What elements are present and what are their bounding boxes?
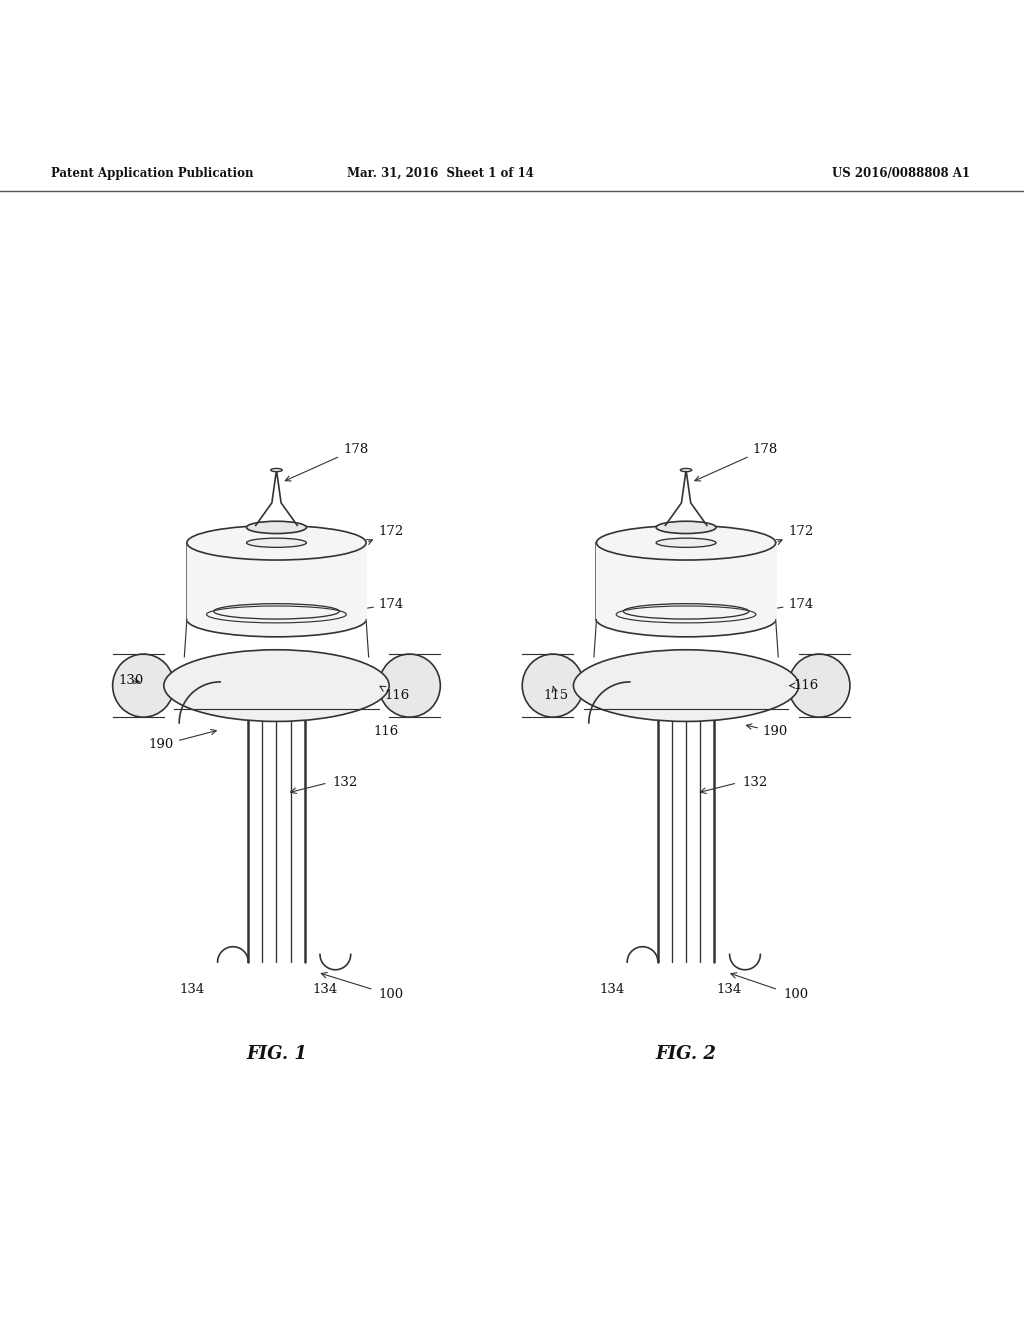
Text: 190: 190: [148, 730, 216, 751]
Ellipse shape: [270, 469, 283, 471]
Ellipse shape: [573, 649, 799, 722]
Text: 100: 100: [379, 987, 404, 1001]
Ellipse shape: [522, 655, 584, 717]
Text: 116: 116: [380, 686, 410, 702]
Text: 172: 172: [367, 525, 404, 544]
Text: 178: 178: [286, 442, 369, 480]
Ellipse shape: [596, 525, 776, 560]
Text: 134: 134: [179, 982, 205, 995]
Text: 130: 130: [118, 675, 143, 686]
Text: 174: 174: [348, 598, 404, 612]
Ellipse shape: [596, 602, 776, 636]
Ellipse shape: [680, 469, 692, 471]
Ellipse shape: [656, 539, 716, 548]
Text: 174: 174: [758, 598, 814, 612]
Text: 134: 134: [312, 982, 338, 995]
Text: FIG. 2: FIG. 2: [655, 1045, 717, 1063]
Text: 100: 100: [783, 987, 809, 1001]
Ellipse shape: [247, 539, 306, 548]
Text: 134: 134: [717, 982, 742, 995]
Text: 134: 134: [599, 982, 625, 995]
Ellipse shape: [656, 521, 716, 533]
Ellipse shape: [164, 649, 389, 722]
Text: 178: 178: [695, 442, 778, 480]
Ellipse shape: [186, 525, 367, 560]
Ellipse shape: [788, 655, 850, 717]
Text: Patent Application Publication: Patent Application Publication: [51, 168, 254, 180]
Text: 115: 115: [543, 686, 568, 702]
Text: 190: 190: [746, 723, 788, 738]
Text: 116: 116: [790, 678, 819, 692]
Text: 172: 172: [776, 525, 814, 544]
Text: 132: 132: [742, 776, 768, 789]
Text: 132: 132: [333, 776, 358, 789]
Ellipse shape: [379, 655, 440, 717]
Ellipse shape: [186, 602, 367, 636]
Text: US 2016/0088808 A1: US 2016/0088808 A1: [833, 168, 970, 180]
Ellipse shape: [247, 521, 306, 533]
Text: Mar. 31, 2016  Sheet 1 of 14: Mar. 31, 2016 Sheet 1 of 14: [347, 168, 534, 180]
Text: FIG. 1: FIG. 1: [246, 1045, 307, 1063]
Ellipse shape: [113, 655, 174, 717]
Text: 116: 116: [374, 725, 399, 738]
